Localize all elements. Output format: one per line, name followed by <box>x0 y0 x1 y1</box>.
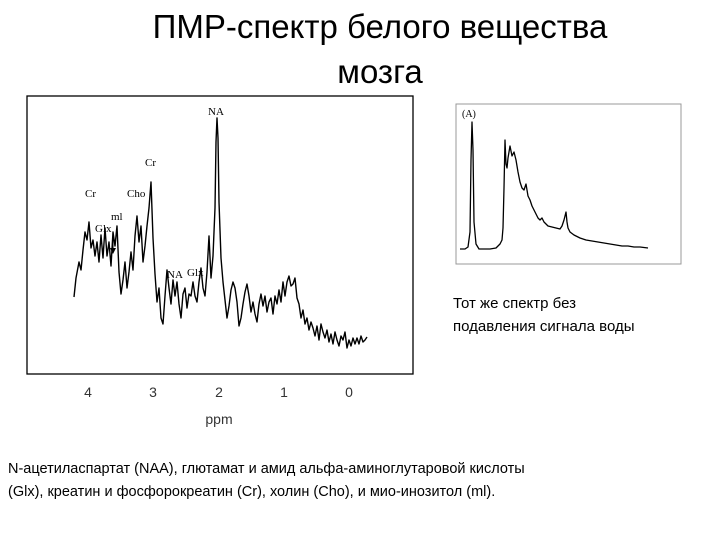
caption-line-2: подавления сигнала воды <box>453 318 635 335</box>
axis-tick-3: 3 <box>149 384 157 400</box>
slide-title: ПМР-спектр белого вещества мозга <box>60 4 700 94</box>
peak-label-naa-small: NA <box>167 269 183 281</box>
inset-caption: Тот же спектр без подавления сигнала вод… <box>453 292 713 338</box>
peak-label-cr-top: Cr <box>145 157 156 169</box>
axis-tick-2: 2 <box>215 384 223 400</box>
title-line-1: ПМР-спектр белого вещества <box>152 8 608 45</box>
inset-label: (A) <box>462 109 476 120</box>
axis-tick-1: 1 <box>280 384 288 400</box>
inset-spectrum-frame <box>455 103 682 265</box>
peak-label-cho: Cho <box>127 188 146 200</box>
caption-line-1: Тот же спектр без <box>453 295 576 312</box>
main-spectrum-frame <box>26 95 414 375</box>
glx-arrow-head <box>110 248 116 254</box>
peak-label-cr-left: Cr <box>85 188 96 200</box>
footnote-line-1: N-ацетиласпартат (NAA), глютамат и амид … <box>8 461 525 477</box>
inset-spectrum-trace <box>460 121 649 250</box>
peak-label-glx-small: Glx <box>187 267 204 279</box>
metabolite-legend: N-ацетиласпартат (NAA), глютамат и амид … <box>8 458 713 504</box>
peak-label-ml: ml <box>111 211 123 223</box>
axis-tick-0: 0 <box>345 384 353 400</box>
axis-tick-4: 4 <box>84 384 92 400</box>
peak-label-naa-top: NA <box>208 106 224 118</box>
title-line-2: мозга <box>337 53 423 90</box>
peak-label-glx-left: Glx <box>95 223 112 235</box>
footnote-line-2: (Glx), креатин и фосфорокреатин (Cr), хо… <box>8 484 496 500</box>
main-spectrum-trace <box>73 117 368 349</box>
axis-label-ppm: ppm <box>205 411 232 427</box>
